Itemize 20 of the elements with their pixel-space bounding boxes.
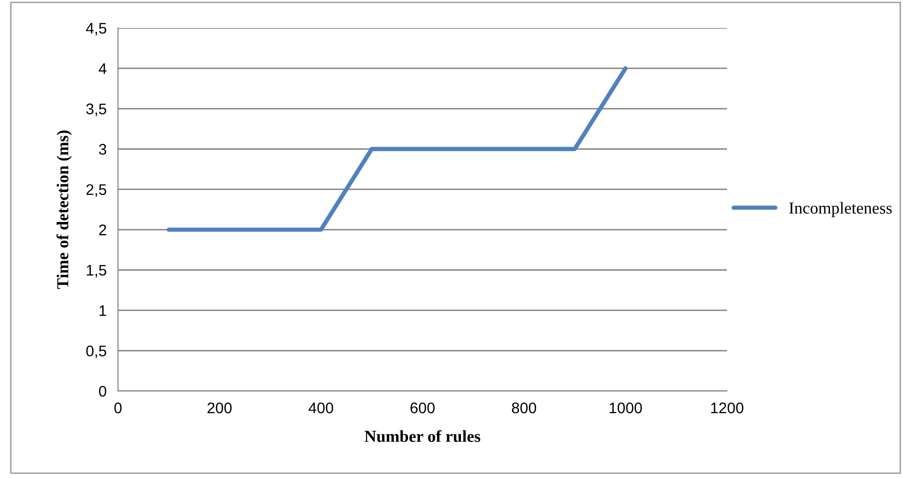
y-tick-label: 3 <box>98 144 106 155</box>
y-tick-label: 0 <box>98 386 106 397</box>
x-tick-label: 200 <box>208 402 232 414</box>
x-tick-label: 1000 <box>610 402 642 414</box>
y-tick-label: 3,5 <box>86 104 106 116</box>
y-tick-label: 1,5 <box>86 265 106 278</box>
legend-label: Incompleteness <box>789 202 892 218</box>
y-tick-label: 0,5 <box>86 346 106 358</box>
y-tick-label: 2,5 <box>86 184 106 197</box>
y-tick-label: 1 <box>100 305 106 316</box>
x-axis-title: Number of rules <box>364 430 480 442</box>
y-axis-title: Time of detection (ms) <box>56 130 72 289</box>
x-tick-label: 0 <box>114 402 122 414</box>
y-tick-label: 4 <box>98 63 106 74</box>
x-tick-label: 600 <box>410 402 435 414</box>
y-tick-label: 4,5 <box>86 23 106 36</box>
x-tick-label: 800 <box>512 402 536 414</box>
x-tick-label: 400 <box>308 402 334 414</box>
y-tick-label: 2 <box>99 224 106 236</box>
x-tick-label: 1200 <box>711 402 744 414</box>
